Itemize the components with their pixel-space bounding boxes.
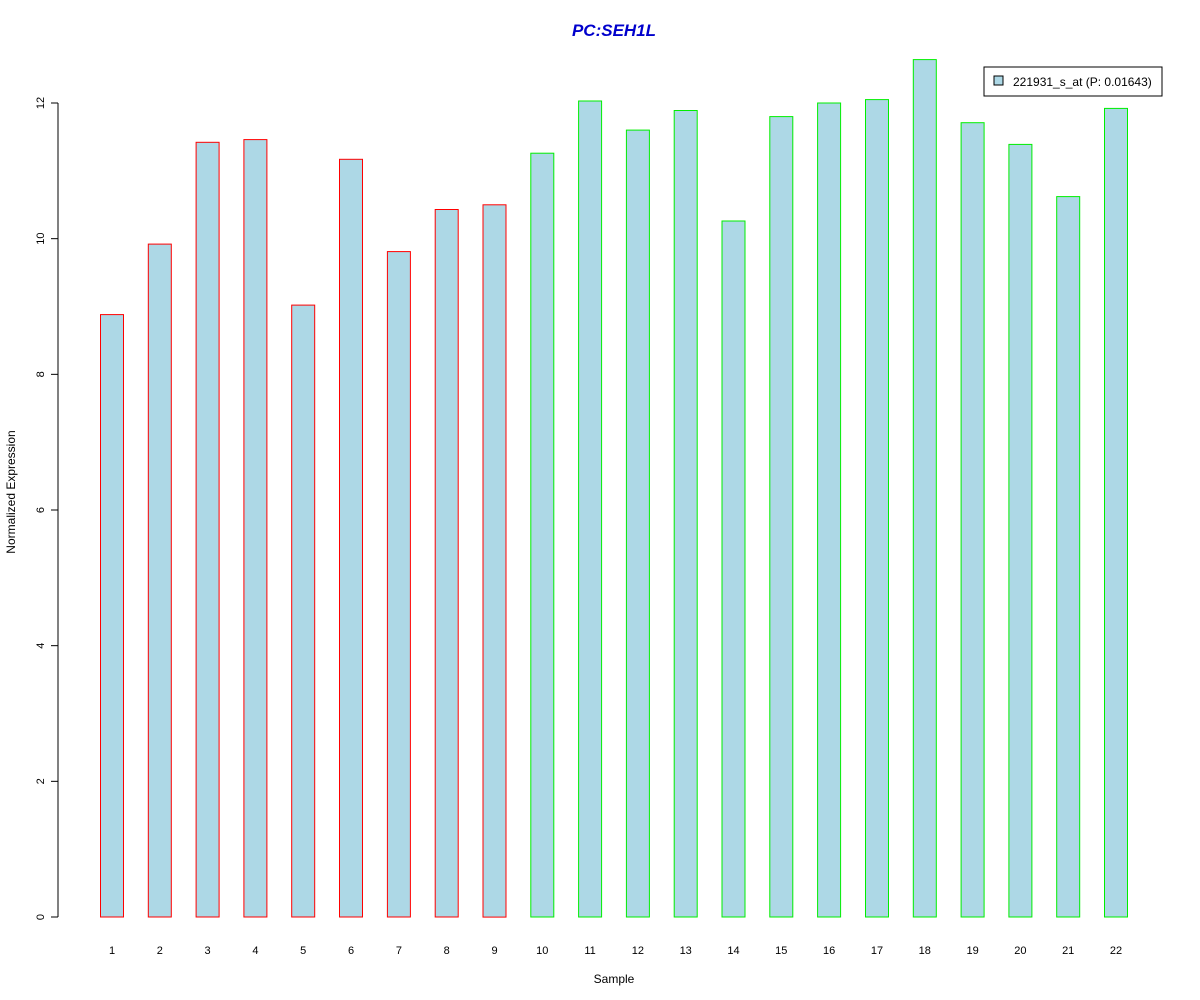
x-tick-label: 8 (444, 945, 450, 957)
y-tick-label: 12 (35, 97, 47, 109)
x-axis: 1 2 3 4 5 6 7 8 9 10 11 12 13 14 15 16 17 18 19 20 21 22 (109, 945, 1122, 957)
bar-sample-20 (1008, 143, 1033, 918)
x-tick-label: 12 (632, 945, 644, 957)
x-tick-label: 4 (252, 945, 258, 957)
bar-sample-8 (434, 209, 459, 918)
bar-sample-7 (386, 251, 411, 918)
x-tick-label: 17 (871, 945, 883, 957)
x-tick-label: 10 (536, 945, 548, 957)
x-tick-label: 20 (1014, 945, 1026, 957)
bar-sample-12 (625, 129, 650, 918)
bar-sample-14 (721, 220, 746, 918)
bar-sample-6 (339, 158, 363, 918)
legend: 221931_s_at (P: 0.01643) (983, 66, 1163, 97)
y-axis: 0 2 4 6 8 10 12 (35, 97, 59, 920)
y-tick-label: 4 (35, 643, 47, 649)
x-tick-label: 2 (157, 945, 163, 957)
x-axis-title: Sample (594, 972, 635, 986)
x-tick-label: 9 (491, 945, 497, 957)
y-tick-label: 10 (35, 233, 47, 245)
x-tick-label: 13 (680, 945, 692, 957)
legend-swatch (993, 75, 1004, 86)
bar-sample-17 (865, 99, 889, 918)
legend-label: 221931_s_at (P: 0.01643) (1013, 75, 1152, 89)
bar-sample-10 (530, 152, 555, 918)
x-tick-label: 21 (1062, 945, 1074, 957)
bar-sample-22 (1104, 107, 1128, 918)
bar-sample-15 (769, 116, 794, 918)
x-tick-label: 11 (584, 945, 595, 957)
x-tick-label: 1 (109, 945, 115, 957)
x-tick-label: 7 (396, 945, 402, 957)
y-tick-label: 8 (35, 371, 47, 377)
x-tick-label: 19 (966, 945, 978, 957)
legend-box (983, 66, 1163, 97)
y-tick-label: 6 (35, 507, 47, 513)
bar-sample-18 (912, 59, 937, 918)
chart-title: PC:SEH1L (572, 21, 656, 40)
bar-sample-3 (195, 141, 220, 918)
x-tick-label: 18 (919, 945, 931, 957)
y-tick-label: 2 (35, 778, 47, 784)
x-tick-label: 5 (300, 945, 306, 957)
x-tick-label: 15 (775, 945, 787, 957)
x-tick-label: 3 (205, 945, 211, 957)
bar-sample-9 (482, 204, 507, 918)
bar-sample-4 (243, 139, 268, 918)
y-tick-label: 0 (35, 914, 47, 920)
bar-sample-19 (960, 122, 985, 918)
bar-sample-5 (291, 304, 316, 918)
x-tick-label: 22 (1110, 945, 1122, 957)
x-tick-label: 16 (823, 945, 835, 957)
bar-sample-13 (673, 110, 698, 918)
bar-sample-1 (100, 314, 124, 918)
x-tick-label: 6 (348, 945, 354, 957)
bar-sample-2 (147, 243, 172, 918)
bar-sample-11 (578, 100, 603, 918)
bars (100, 59, 1128, 918)
y-axis-title: Normalized Expression (4, 430, 18, 553)
x-tick-label: 14 (727, 945, 739, 957)
bar-sample-21 (1056, 196, 1081, 918)
bar-sample-16 (817, 102, 842, 918)
